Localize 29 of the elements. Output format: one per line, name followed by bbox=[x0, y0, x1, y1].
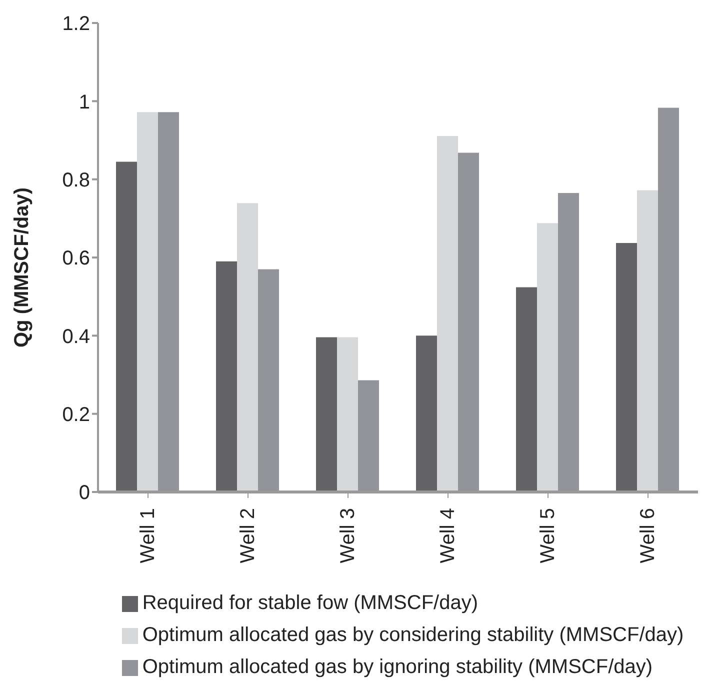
bar bbox=[416, 336, 437, 492]
y-tick-label: 0.8 bbox=[62, 169, 90, 192]
x-tick-label: Well 6 bbox=[637, 508, 659, 564]
bar bbox=[337, 337, 358, 492]
x-tick-label: Well 2 bbox=[237, 508, 259, 564]
y-tick-label: 0.2 bbox=[62, 404, 90, 426]
bar bbox=[616, 243, 637, 492]
y-tick-label: 0.6 bbox=[62, 248, 90, 270]
legend-label: Required for stable fow (MMSCF/day) bbox=[142, 592, 478, 614]
x-tick-label: Well 1 bbox=[137, 508, 159, 564]
legend-label: Optimum allocated gas by considering stability (MMSCF/day) bbox=[142, 624, 684, 646]
bar bbox=[237, 203, 258, 492]
legend-label: Optimum allocated gas by ignoring stability (MMSCF/day) bbox=[142, 656, 653, 678]
bar bbox=[137, 112, 158, 492]
bar bbox=[316, 337, 337, 492]
y-tick-label: 0 bbox=[78, 482, 90, 504]
y-tick-label: 0.4 bbox=[62, 326, 90, 348]
bar bbox=[516, 287, 537, 492]
bar bbox=[437, 136, 458, 492]
y-tick-label: 1.2 bbox=[62, 13, 90, 36]
y-tick-label: 1 bbox=[78, 91, 90, 114]
bar bbox=[216, 261, 237, 492]
x-tick-label: Well 5 bbox=[537, 508, 559, 564]
bar bbox=[637, 190, 658, 492]
x-tick-label: Well 3 bbox=[337, 508, 359, 564]
bar bbox=[537, 223, 558, 492]
bar bbox=[116, 162, 137, 492]
y-axis-title: Qg (MMSCF/day) bbox=[11, 188, 34, 348]
x-tick-label: Well 4 bbox=[437, 508, 459, 564]
